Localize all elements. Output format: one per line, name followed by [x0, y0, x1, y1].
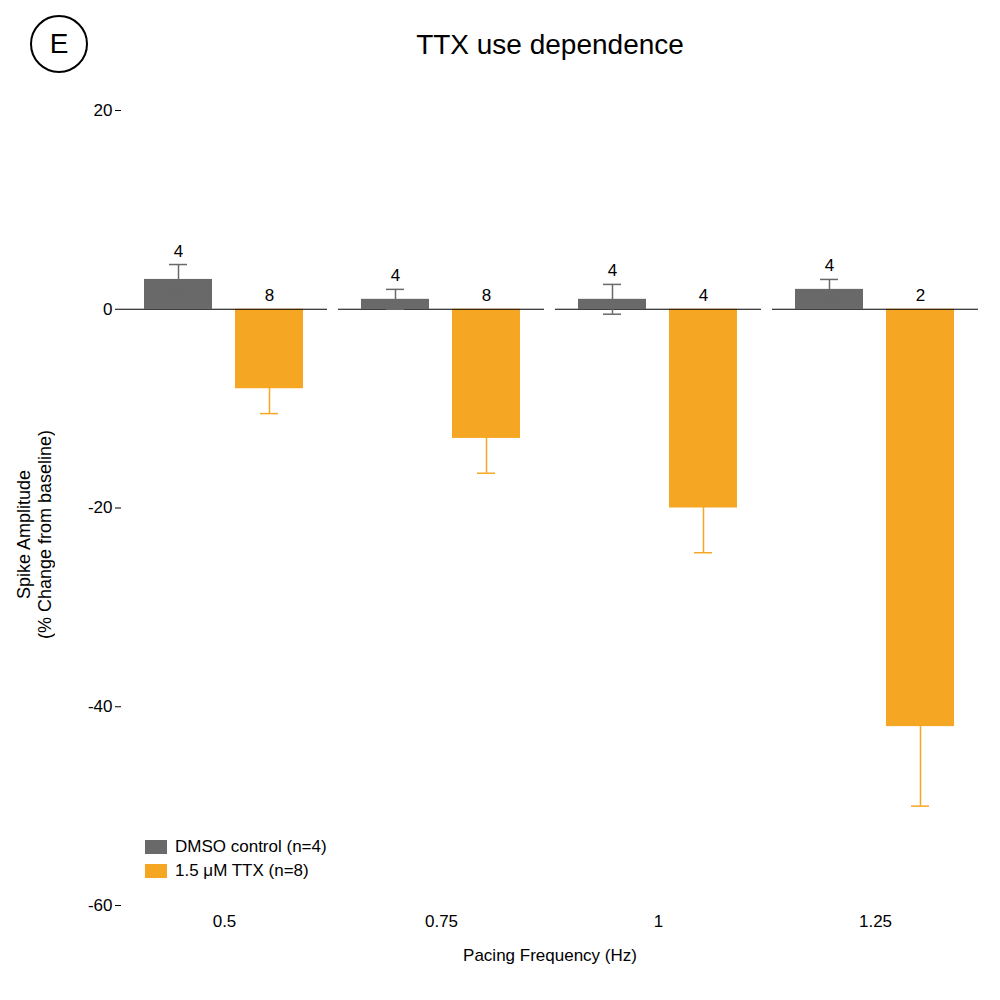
html-text:TTX use dependence: TTX use dependence [416, 29, 684, 60]
svg-text:-60: -60 [88, 896, 113, 915]
html-text:Spike Amplitude (% Change from: Spike Amplitude (% Change from baseline) [14, 430, 55, 640]
svg-text:4: 4 [825, 256, 834, 275]
svg-text:4: 4 [391, 266, 400, 285]
svg-text:1: 1 [654, 912, 663, 931]
html-text:DMSO control (n=4): DMSO control (n=4) [175, 837, 327, 856]
html-text:1.5 μM TTX (n=8): 1.5 μM TTX (n=8) [175, 861, 309, 880]
svg-text:4: 4 [608, 261, 617, 280]
svg-text:4: 4 [174, 242, 183, 261]
svg-text:20: 20 [94, 101, 113, 120]
html-text:E: E [49, 28, 69, 59]
svg-text:0: 0 [103, 300, 112, 319]
svg-text:-20: -20 [88, 498, 113, 517]
svg-text:1.25: 1.25 [859, 912, 892, 931]
svg-text:2: 2 [916, 286, 925, 305]
svg-text:0.75: 0.75 [425, 912, 458, 931]
svg-text:-40: -40 [88, 697, 113, 716]
svg-text:0.5: 0.5 [213, 912, 237, 931]
svg-text:Pacing Frequency (Hz): Pacing Frequency (Hz) [463, 946, 637, 965]
svg-text:8: 8 [265, 286, 274, 305]
svg-text:4: 4 [699, 286, 708, 305]
svg-text:8: 8 [482, 286, 491, 305]
